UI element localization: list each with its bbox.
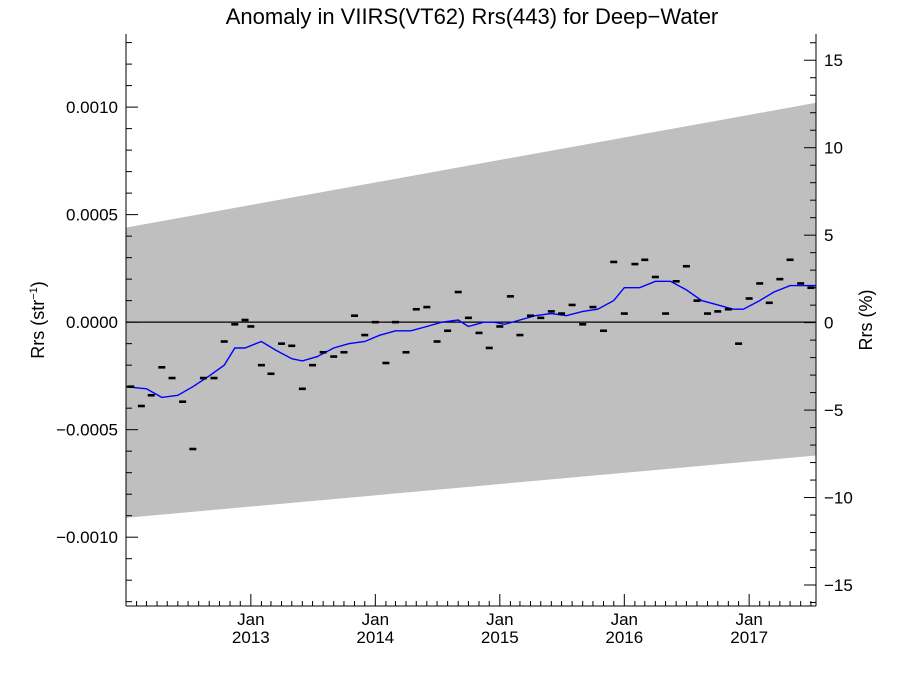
x-tick-label-month: Jan (611, 610, 638, 629)
x-tick-label-year: 2013 (232, 628, 270, 647)
x-tick-label-month: Jan (362, 610, 389, 629)
y-tick-label: 0.0010 (66, 98, 118, 117)
x-tick-label-month: Jan (735, 610, 762, 629)
y-right-tick-label: 5 (824, 226, 833, 245)
y-right-tick-label: 15 (824, 51, 843, 70)
y-right-tick-label: −10 (824, 489, 853, 508)
mean-series-line (126, 280, 816, 399)
y-tick-label: −0.0005 (56, 421, 118, 440)
x-tick-label-year: 2015 (481, 628, 519, 647)
y-tick-label: 0.0005 (66, 206, 118, 225)
plot-inner (126, 102, 816, 518)
x-tick-label-month: Jan (486, 610, 513, 629)
y-right-tick-label: −15 (824, 576, 853, 595)
y-axis-label-right: Rrs (%) (856, 290, 876, 351)
y-axis-label-left-main: Rrs (str (28, 300, 48, 359)
uncertainty-band (126, 102, 816, 518)
y-right-tick-label: −5 (824, 401, 843, 420)
y-axis-label-left: Rrs (str−1) (28, 281, 48, 359)
y-right-tick-label: 0 (824, 314, 833, 333)
plot-area: 0.0010 0.0005 0.0000 −0.0005 −0.0010 15 10 5 0 −5… (56, 34, 853, 647)
y-right-tick-label: 10 (824, 139, 843, 158)
y-tick-label: 0.0000 (66, 313, 118, 332)
x-tick-label-year: 2016 (605, 628, 643, 647)
x-tick-label-month: Jan (237, 610, 264, 629)
x-tick-label-year: 2014 (356, 628, 394, 647)
chart-title: Anomaly in VIIRS(VT62) Rrs(443) for Deep… (226, 4, 719, 29)
y-axis-label-left-close: ) (28, 281, 48, 287)
y-tick-label: −0.0010 (56, 528, 118, 547)
x-tick-label-year: 2017 (730, 628, 768, 647)
y-axis-label-left-superscript: −1 (28, 287, 40, 300)
